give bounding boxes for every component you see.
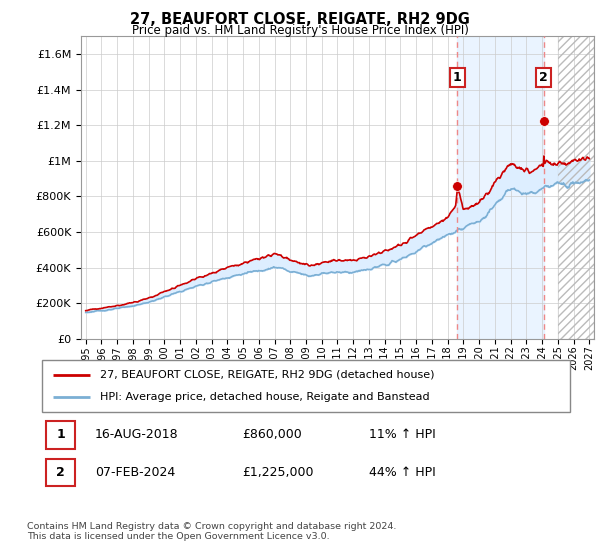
Text: Contains HM Land Registry data © Crown copyright and database right 2024.
This d: Contains HM Land Registry data © Crown c… (27, 522, 397, 542)
Text: 11% ↑ HPI: 11% ↑ HPI (370, 428, 436, 441)
Text: £860,000: £860,000 (242, 428, 302, 441)
Bar (46, 459, 75, 486)
Bar (457, 36, 544, 339)
Text: 44% ↑ HPI: 44% ↑ HPI (370, 466, 436, 479)
Text: 07-FEB-2024: 07-FEB-2024 (95, 466, 175, 479)
Bar (46, 421, 75, 449)
Text: £1,225,000: £1,225,000 (242, 466, 314, 479)
Text: Price paid vs. HM Land Registry's House Price Index (HPI): Price paid vs. HM Land Registry's House … (131, 24, 469, 36)
Text: 2: 2 (56, 466, 65, 479)
Text: 27, BEAUFORT CLOSE, REIGATE, RH2 9DG (detached house): 27, BEAUFORT CLOSE, REIGATE, RH2 9DG (de… (100, 370, 434, 380)
Text: 1: 1 (453, 71, 462, 84)
Text: 1: 1 (56, 428, 65, 441)
Text: 2: 2 (539, 71, 548, 84)
Text: 16-AUG-2018: 16-AUG-2018 (95, 428, 178, 441)
Text: 27, BEAUFORT CLOSE, REIGATE, RH2 9DG: 27, BEAUFORT CLOSE, REIGATE, RH2 9DG (130, 12, 470, 27)
Text: HPI: Average price, detached house, Reigate and Banstead: HPI: Average price, detached house, Reig… (100, 392, 430, 402)
